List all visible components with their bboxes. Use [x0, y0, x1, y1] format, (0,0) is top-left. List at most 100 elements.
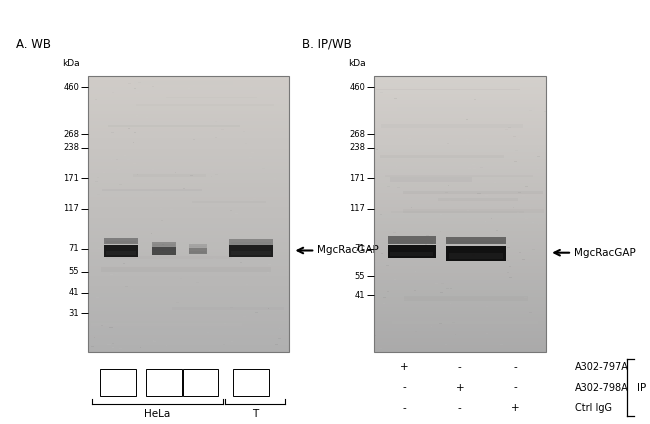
Bar: [101, 325, 103, 326]
Bar: [524, 297, 527, 298]
Bar: [88, 93, 289, 97]
Bar: [125, 285, 127, 287]
Bar: [107, 344, 110, 345]
Bar: [234, 114, 236, 115]
Bar: [374, 97, 546, 100]
Text: 5: 5: [198, 378, 204, 388]
Bar: [376, 170, 378, 171]
Bar: [404, 299, 407, 300]
Bar: [458, 247, 460, 248]
Bar: [125, 102, 127, 103]
Bar: [374, 265, 546, 269]
Bar: [467, 164, 468, 165]
Bar: [374, 155, 546, 159]
Bar: [88, 341, 289, 345]
Bar: [507, 247, 510, 248]
Bar: [452, 322, 456, 324]
Bar: [376, 89, 520, 90]
Bar: [131, 289, 133, 290]
Bar: [467, 253, 469, 254]
Bar: [251, 152, 254, 153]
Bar: [415, 140, 521, 145]
Bar: [88, 121, 289, 125]
Bar: [250, 157, 252, 158]
Bar: [374, 231, 546, 235]
Bar: [431, 243, 434, 244]
Bar: [374, 255, 546, 259]
Bar: [88, 138, 289, 142]
Text: 268: 268: [349, 130, 365, 139]
Bar: [253, 198, 255, 199]
Bar: [374, 234, 546, 238]
Text: -: -: [513, 362, 517, 372]
Text: 460: 460: [350, 83, 365, 92]
Text: +: +: [511, 403, 519, 413]
Bar: [134, 81, 233, 85]
Bar: [474, 272, 477, 273]
Bar: [537, 156, 540, 157]
Bar: [207, 332, 209, 333]
Bar: [473, 168, 476, 169]
Bar: [138, 82, 141, 83]
Bar: [374, 338, 546, 342]
Bar: [497, 194, 499, 195]
Bar: [394, 133, 540, 136]
Bar: [95, 99, 97, 100]
Bar: [88, 248, 289, 252]
Bar: [106, 256, 232, 259]
Bar: [226, 173, 227, 174]
Bar: [374, 207, 546, 211]
Bar: [374, 134, 546, 138]
Bar: [374, 165, 546, 169]
Bar: [374, 121, 546, 125]
Bar: [192, 85, 195, 86]
Bar: [374, 272, 546, 276]
Bar: [374, 117, 546, 121]
Bar: [197, 147, 200, 148]
Bar: [382, 253, 383, 254]
Bar: [525, 128, 526, 129]
Bar: [142, 78, 145, 79]
Bar: [103, 172, 105, 173]
Bar: [381, 124, 523, 128]
Text: MgcRacGAP: MgcRacGAP: [317, 245, 379, 256]
Bar: [446, 288, 448, 289]
Bar: [213, 258, 216, 259]
Bar: [374, 148, 546, 152]
Bar: [231, 341, 233, 342]
Bar: [474, 99, 476, 100]
Bar: [426, 235, 428, 236]
Bar: [88, 103, 289, 107]
Bar: [519, 252, 521, 253]
Bar: [374, 190, 546, 193]
Bar: [379, 348, 382, 349]
Bar: [439, 323, 441, 324]
Bar: [91, 346, 94, 347]
Bar: [533, 91, 536, 92]
Bar: [374, 121, 375, 122]
Bar: [136, 115, 138, 116]
Text: 41: 41: [69, 288, 79, 297]
Bar: [88, 131, 289, 135]
Bar: [374, 193, 546, 197]
Bar: [374, 145, 546, 149]
Bar: [263, 168, 265, 169]
Bar: [215, 137, 217, 138]
Bar: [88, 128, 289, 131]
Bar: [119, 184, 122, 185]
Bar: [386, 265, 389, 266]
Bar: [387, 236, 436, 244]
Bar: [189, 251, 206, 253]
Bar: [486, 306, 488, 307]
Bar: [374, 124, 546, 128]
Bar: [435, 283, 437, 284]
Bar: [112, 92, 114, 93]
Bar: [88, 296, 289, 300]
Bar: [467, 139, 468, 140]
Bar: [374, 317, 546, 321]
Bar: [380, 155, 504, 158]
Bar: [88, 334, 289, 338]
Bar: [394, 98, 397, 100]
Bar: [192, 201, 266, 203]
Bar: [210, 132, 213, 133]
